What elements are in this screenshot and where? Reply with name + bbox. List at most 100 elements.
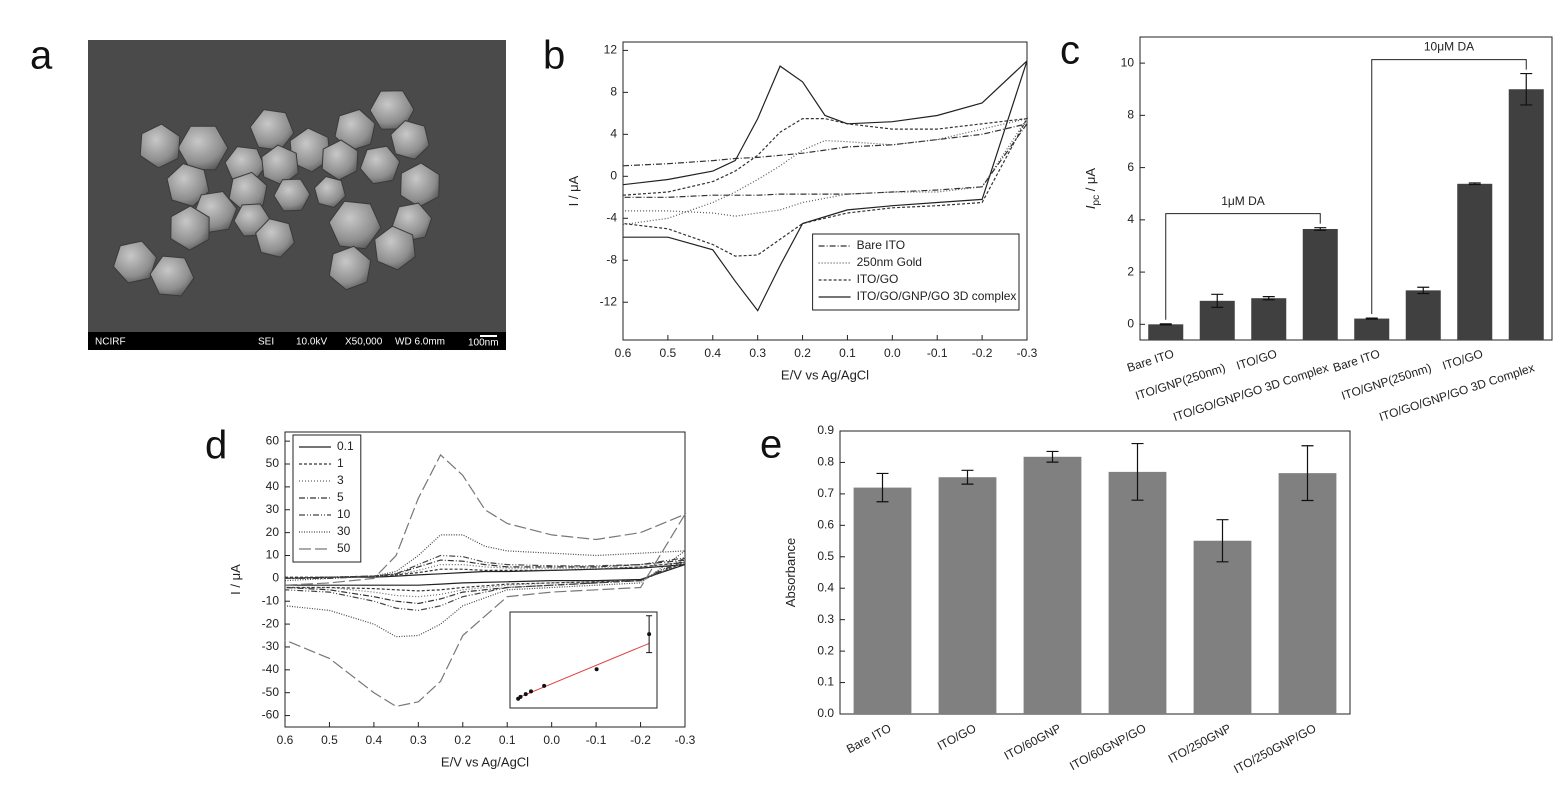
x-tick-label: ITO/60GNP/GO bbox=[1067, 721, 1148, 773]
y-tick-label: 0.9 bbox=[817, 423, 834, 437]
x-tick-label: -0.2 bbox=[630, 733, 651, 747]
x-tick-label: 0.0 bbox=[884, 346, 901, 360]
x-tick-label: 0.2 bbox=[794, 346, 811, 360]
bar bbox=[1302, 228, 1338, 340]
data-point bbox=[518, 694, 523, 699]
y-tick-label: 8 bbox=[610, 85, 617, 99]
x-tick-label: ITO/250GNP/GO bbox=[1231, 721, 1318, 776]
y-axis-title-unit: / μA bbox=[1083, 168, 1098, 195]
cv-curve bbox=[284, 559, 686, 605]
y-tick-label: 0.3 bbox=[817, 612, 834, 626]
sem-grain bbox=[390, 120, 430, 160]
panel-label: d bbox=[205, 424, 227, 468]
y-tick-label: -4 bbox=[606, 210, 617, 224]
panel-label: a bbox=[30, 34, 53, 78]
group-label: 10μM DA bbox=[1424, 40, 1474, 54]
error-bar bbox=[1216, 519, 1229, 563]
cv-curve bbox=[285, 561, 686, 592]
sem-info: SEI bbox=[258, 337, 274, 348]
bar bbox=[1193, 540, 1252, 714]
error-bar bbox=[961, 469, 974, 485]
y-tick-label: 20 bbox=[266, 525, 280, 539]
y-tick-label: 60 bbox=[266, 433, 280, 447]
sem-grains bbox=[112, 90, 440, 297]
y-tick-label: -50 bbox=[262, 685, 280, 699]
y-axis-title: I / μA bbox=[228, 564, 243, 595]
error-bar bbox=[1159, 323, 1172, 326]
bar bbox=[1508, 89, 1544, 340]
error-bar bbox=[1468, 182, 1481, 186]
sem-info: 10.0kV bbox=[296, 337, 327, 348]
sem-grain bbox=[249, 109, 295, 151]
x-tick-label: ITO/GO bbox=[1441, 347, 1485, 373]
y-axis-title-subscript: pc bbox=[1091, 195, 1102, 206]
y-tick-label: 0.4 bbox=[817, 580, 834, 594]
group-label: 1μM DA bbox=[1221, 194, 1265, 208]
legend-label: 30 bbox=[337, 524, 351, 538]
legend-label: ITO/GO bbox=[857, 272, 899, 286]
legend-label: 3 bbox=[337, 473, 344, 487]
sem-grain bbox=[273, 178, 311, 212]
legend-label: 5 bbox=[337, 490, 344, 504]
plot-frame bbox=[509, 611, 658, 709]
legend-label: Bare ITO bbox=[857, 238, 905, 252]
bar bbox=[1457, 183, 1493, 340]
error-bar bbox=[1417, 286, 1430, 295]
error-bar bbox=[1301, 445, 1314, 502]
y-tick-label: 0.5 bbox=[817, 549, 834, 563]
x-tick-label: 0.6 bbox=[615, 346, 632, 360]
sem-info: WD 6.0mm bbox=[395, 337, 445, 348]
plot-frame bbox=[284, 431, 686, 728]
y-tick-label: 0.0 bbox=[817, 706, 834, 720]
y-tick-label: -30 bbox=[262, 639, 280, 653]
y-axis-title: Ipc / μA bbox=[1083, 168, 1101, 210]
cv-curve bbox=[622, 122, 1029, 198]
x-tick-label: ITO/60GNP bbox=[1002, 721, 1064, 763]
y-tick-label: -12 bbox=[600, 294, 618, 308]
cv-curve bbox=[284, 564, 686, 586]
x-tick-label: 0.5 bbox=[660, 346, 677, 360]
y-tick-label: 50 bbox=[266, 456, 280, 470]
y-tick-label: -60 bbox=[262, 708, 280, 722]
y-tick-label: -20 bbox=[262, 616, 280, 630]
y-tick-label: 0.2 bbox=[817, 643, 834, 657]
sem-grain bbox=[255, 218, 295, 258]
bar bbox=[1354, 318, 1390, 340]
legend-label: 50 bbox=[337, 541, 351, 555]
fit-line bbox=[517, 642, 650, 699]
y-tick-label: 30 bbox=[266, 502, 280, 516]
error-bar bbox=[1314, 227, 1327, 231]
y-axis-title-main: Absorbance bbox=[783, 538, 798, 607]
plot-frame bbox=[1139, 36, 1553, 341]
sem-grain bbox=[170, 205, 210, 251]
y-tick-label: 6 bbox=[1127, 160, 1134, 174]
y-tick-label: -10 bbox=[262, 593, 280, 607]
bar bbox=[853, 487, 912, 714]
panel-label: c bbox=[1060, 29, 1080, 73]
legend-label: 250nm Gold bbox=[857, 255, 922, 269]
x-tick-label: 0.3 bbox=[410, 733, 427, 747]
sem-grain bbox=[149, 255, 195, 297]
x-tick-label: 0.6 bbox=[277, 733, 294, 747]
y-tick-label: 0 bbox=[272, 571, 279, 585]
cv-curve bbox=[622, 117, 1029, 257]
x-tick-label: Bare ITO bbox=[1125, 347, 1175, 375]
y-tick-label: 12 bbox=[604, 43, 618, 57]
y-tick-label: -8 bbox=[606, 252, 617, 266]
y-tick-label: 4 bbox=[610, 127, 617, 141]
legend-label: 1 bbox=[337, 456, 344, 470]
y-tick-label: 0 bbox=[610, 168, 617, 182]
group-bracket bbox=[1165, 213, 1321, 320]
sem-grain bbox=[328, 245, 372, 291]
bar bbox=[1251, 298, 1287, 340]
y-tick-label: 4 bbox=[1127, 212, 1134, 226]
x-tick-label: 0.1 bbox=[499, 733, 516, 747]
y-tick-label: -40 bbox=[262, 662, 280, 676]
cv-curve bbox=[284, 453, 687, 708]
sem-info: X50,000 bbox=[345, 337, 383, 348]
y-tick-label: 2 bbox=[1127, 264, 1134, 278]
sem-grain bbox=[261, 144, 299, 186]
x-tick-label: -0.1 bbox=[927, 346, 948, 360]
error-bar bbox=[1211, 293, 1224, 308]
data-point bbox=[523, 692, 528, 697]
